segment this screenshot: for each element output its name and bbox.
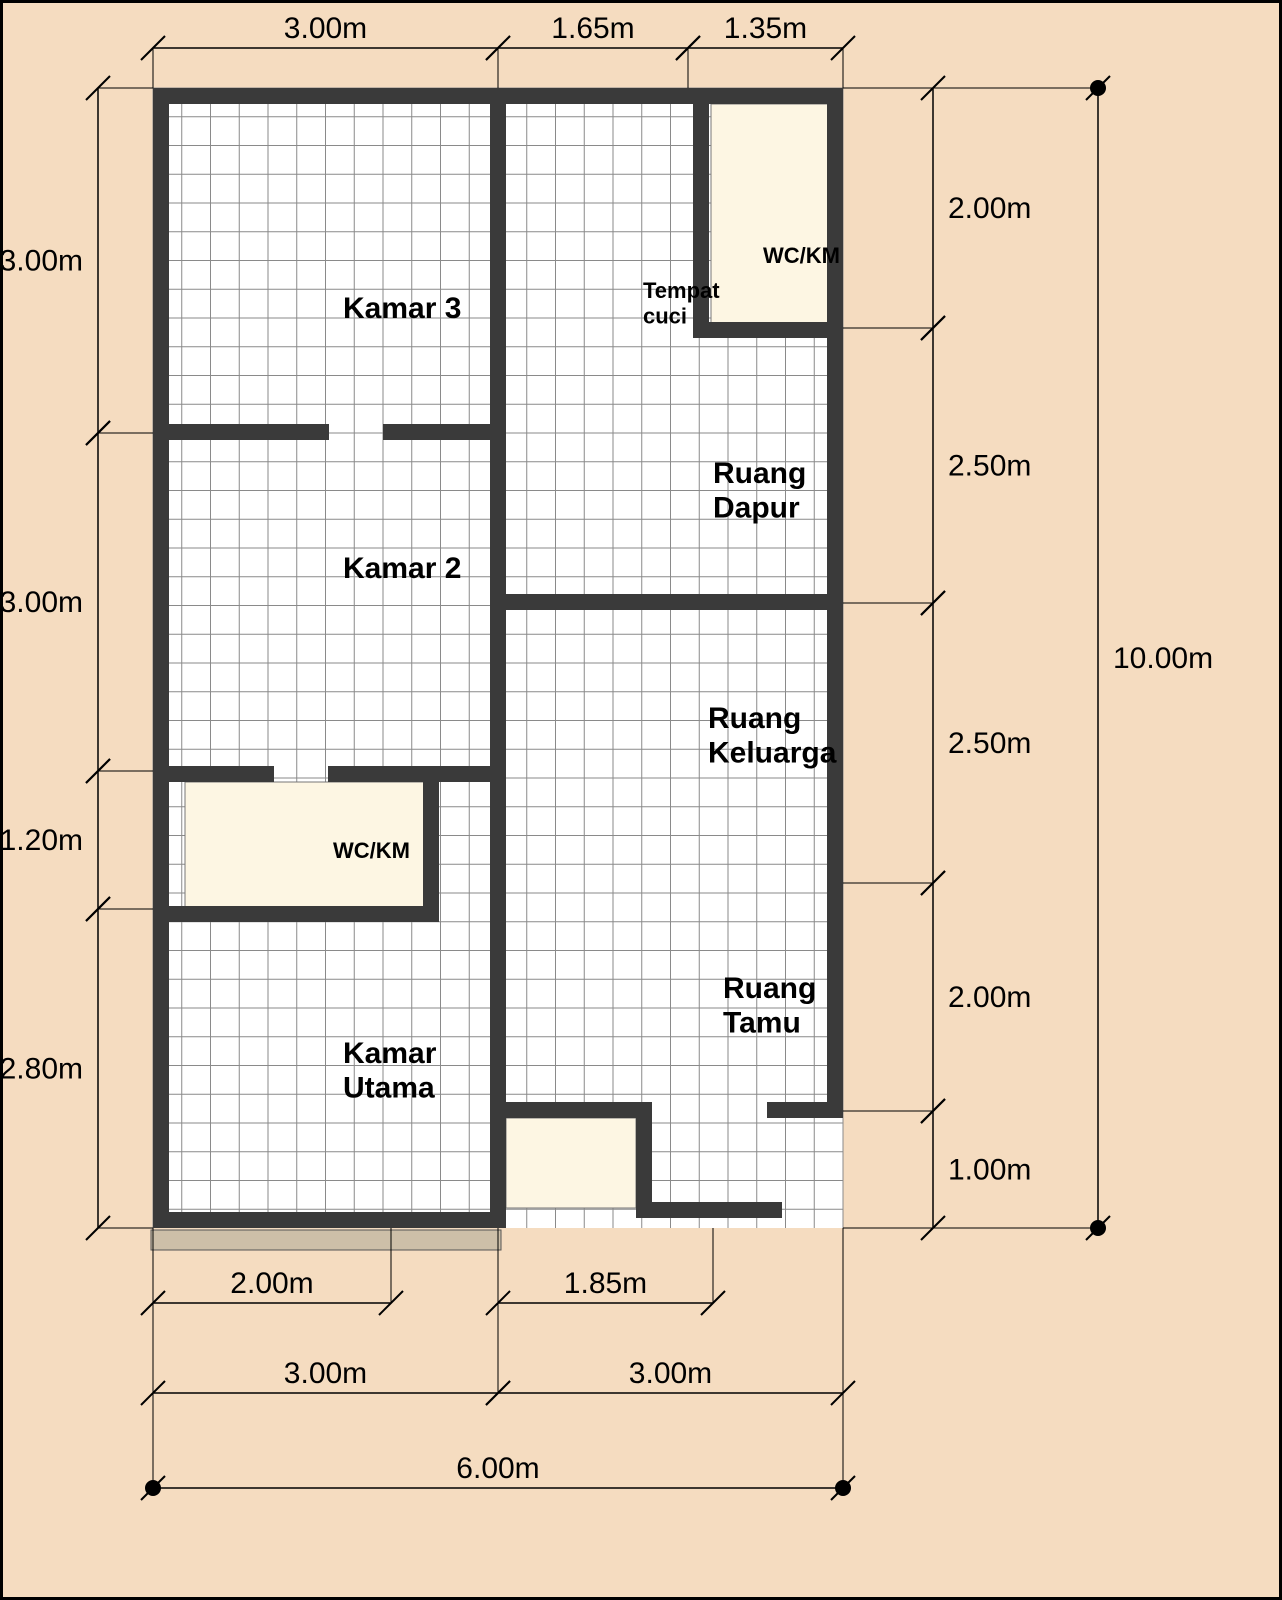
dimension: 6.00m — [141, 1452, 855, 1500]
svg-text:2.00m: 2.00m — [230, 1267, 313, 1300]
svg-text:6.00m: 6.00m — [456, 1452, 539, 1485]
svg-text:2.80m: 2.80m — [3, 1053, 83, 1086]
dimension: 1.20m — [3, 759, 110, 921]
room-label: RuangDapur — [713, 457, 806, 525]
room-label: KamarUtama — [343, 1037, 437, 1105]
dimension: 1.35m — [676, 12, 855, 60]
dimension: 3.00m — [3, 421, 110, 783]
dimension: 10.00m — [1086, 76, 1213, 1240]
floorplan-svg: Kamar 3TempatcuciWC/KMRuangDapurKamar 2R… — [3, 3, 1279, 1597]
dimension: 3.00m — [486, 1357, 855, 1405]
opening — [506, 1118, 636, 1208]
svg-text:1.65m: 1.65m — [551, 12, 634, 45]
svg-text:2.00m: 2.00m — [948, 192, 1031, 225]
dimension: 3.00m — [141, 12, 510, 60]
dimension: 2.50m — [921, 591, 1031, 895]
page: Kamar 3TempatcuciWC/KMRuangDapurKamar 2R… — [0, 0, 1282, 1600]
svg-text:1.20m: 1.20m — [3, 824, 83, 857]
svg-text:3.00m: 3.00m — [284, 1357, 367, 1390]
svg-text:1.35m: 1.35m — [724, 12, 807, 45]
opening — [711, 104, 829, 324]
plan-group — [153, 88, 843, 1228]
svg-text:2.50m: 2.50m — [948, 727, 1031, 760]
svg-text:1.00m: 1.00m — [948, 1154, 1031, 1187]
dimension: 3.00m — [3, 76, 110, 445]
svg-text:3.00m: 3.00m — [284, 12, 367, 45]
dimension: 2.00m — [921, 871, 1031, 1123]
dimension: 1.00m — [921, 1099, 1031, 1240]
room-label: WC/KM — [333, 838, 410, 863]
room-label: Kamar 2 — [343, 552, 461, 585]
dimension: 2.00m — [141, 1267, 403, 1315]
front-step — [151, 1230, 501, 1250]
svg-text:3.00m: 3.00m — [3, 586, 83, 619]
dimension: 2.80m — [3, 897, 110, 1240]
room-label: WC/KM — [763, 243, 840, 268]
svg-text:1.85m: 1.85m — [564, 1267, 647, 1300]
dimension: 1.85m — [486, 1267, 725, 1315]
svg-text:3.00m: 3.00m — [3, 245, 83, 278]
svg-text:10.00m: 10.00m — [1113, 642, 1213, 675]
svg-text:2.50m: 2.50m — [948, 450, 1031, 483]
svg-text:3.00m: 3.00m — [629, 1357, 712, 1390]
dimension: 2.00m — [921, 76, 1031, 340]
room-label: Kamar 3 — [343, 292, 461, 325]
dimension: 2.50m — [921, 316, 1031, 615]
svg-text:2.00m: 2.00m — [948, 981, 1031, 1014]
dimension: 3.00m — [141, 1357, 510, 1405]
dimension: 1.65m — [486, 12, 700, 60]
